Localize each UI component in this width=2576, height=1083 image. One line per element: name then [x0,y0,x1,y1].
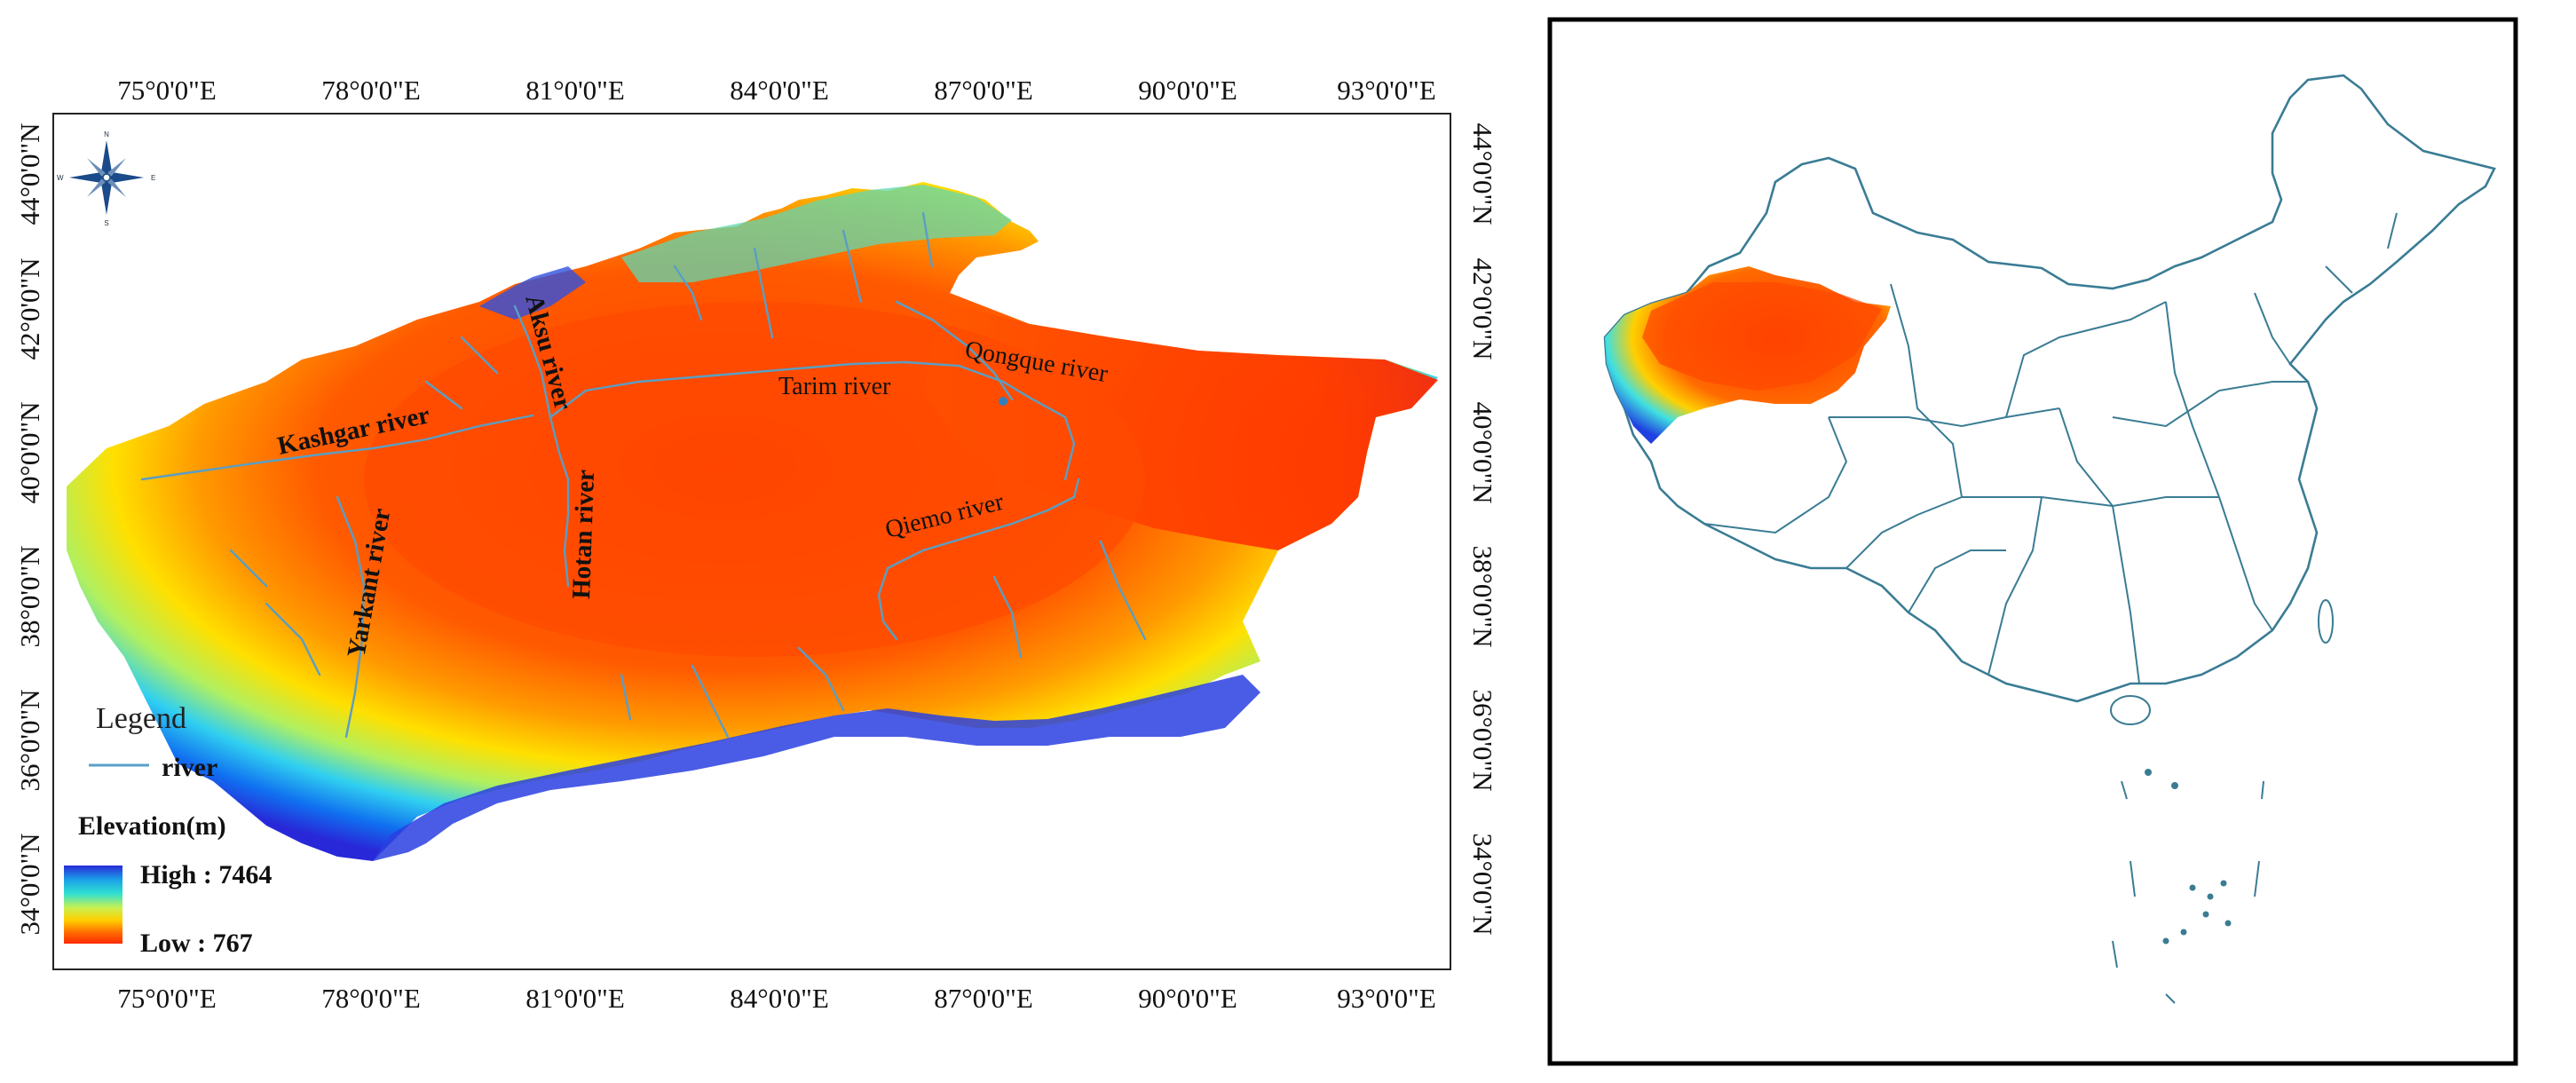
high-elevation-label: High : 7464 [140,860,272,889]
lake [999,397,1007,406]
lon-tick-label: 81°0'0"E [525,983,625,1014]
river-network [140,211,1147,739]
lon-tick-label: 93°0'0"E [1337,983,1436,1014]
lat-tick-label: 38°0'0"N [14,545,45,647]
lon-tick-label: 90°0'0"E [1138,983,1237,1014]
river-legend-label: river [162,753,217,782]
lon-tick-label: 75°0'0"E [117,75,217,106]
lon-tick-label: 93°0'0"E [1337,75,1436,106]
study-area-core [1642,282,1882,391]
terrain-region [67,182,1438,861]
lon-tick-label: 84°0'0"E [730,75,829,106]
elevation-gradient-bar [64,866,122,944]
right-latitude-ticks: 44°0'0"N 42°0'0"N 40°0'0"N 38°0'0"N 36°0… [1467,123,1498,935]
low-elevation-label: Low : 767 [140,929,253,958]
lon-tick-label: 87°0'0"E [934,75,1033,106]
bottom-longitude-ticks: 75°0'0"E 78°0'0"E 81°0'0"E 84°0'0"E 87°0… [117,983,1436,1014]
lat-tick-label: 42°0'0"N [1467,257,1498,360]
compass-s-label: S [104,219,108,227]
tributaries-south [229,540,1147,739]
tarim-river [549,360,1076,481]
legend-title: Legend [96,702,186,735]
taiwan-island [2318,599,2334,644]
lon-tick-label: 78°0'0"E [321,75,421,106]
lat-tick-label: 36°0'0"N [1467,689,1498,791]
elevation-title: Elevation(m) [78,811,226,841]
qongque-river [895,300,1014,401]
lat-tick-label: 44°0'0"N [14,123,45,225]
tianshan-green-belt [621,185,1012,282]
tarim-river-label: Tarim river [778,373,891,400]
yarkant-river [336,495,366,739]
lat-tick-label: 34°0'0"N [14,833,45,935]
left-latitude-ticks: 44°0'0"N 42°0'0"N 40°0'0"N 38°0'0"N 36°0… [14,123,45,935]
lon-tick-label: 87°0'0"E [934,983,1033,1014]
tianshan-mountains [479,266,586,320]
hotan-river [549,415,570,588]
lat-tick-label: 34°0'0"N [1467,833,1498,935]
main-map: 75°0'0"E 78°0'0"E 81°0'0"E 84°0'0"E 87°0… [14,75,1498,1014]
lat-tick-label: 38°0'0"N [1467,545,1498,647]
lon-tick-label: 75°0'0"E [117,983,217,1014]
south-sea-islands [2112,769,2264,1004]
inset-frame [1547,17,2518,1066]
compass-e-label: E [151,174,155,182]
kunlun-mountains [373,675,1260,861]
china-outline-icon [1603,74,2496,703]
kashgar-river [140,414,534,481]
lat-tick-label: 36°0'0"N [14,689,45,791]
qiemo-river [877,478,1080,641]
hainan-island [2110,695,2151,725]
lat-tick-label: 42°0'0"N [14,257,45,360]
lon-tick-label: 78°0'0"E [321,983,421,1014]
inset-map [1547,17,2518,1066]
lat-tick-label: 44°0'0"N [1467,123,1498,225]
lat-tick-label: 40°0'0"N [14,401,45,503]
top-longitude-ticks: 75°0'0"E 78°0'0"E 81°0'0"E 84°0'0"E 87°0… [117,75,1436,106]
tributaries-north [424,211,934,410]
province-boundaries [1703,212,2398,684]
lon-tick-label: 81°0'0"E [525,75,625,106]
lat-tick-label: 40°0'0"N [1467,401,1498,503]
basin-core [364,302,1145,657]
compass-rose-icon: N S E W [57,130,155,227]
compass-w-label: W [57,174,64,182]
compass-n-label: N [104,130,109,138]
map-legend: Legend river Elevation(m) High : 7464 Lo… [64,702,272,958]
lon-tick-label: 84°0'0"E [730,983,829,1014]
aksu-river [513,304,552,419]
lon-tick-label: 90°0'0"E [1138,75,1237,106]
hotan-river-label: Hotan river [567,469,600,599]
